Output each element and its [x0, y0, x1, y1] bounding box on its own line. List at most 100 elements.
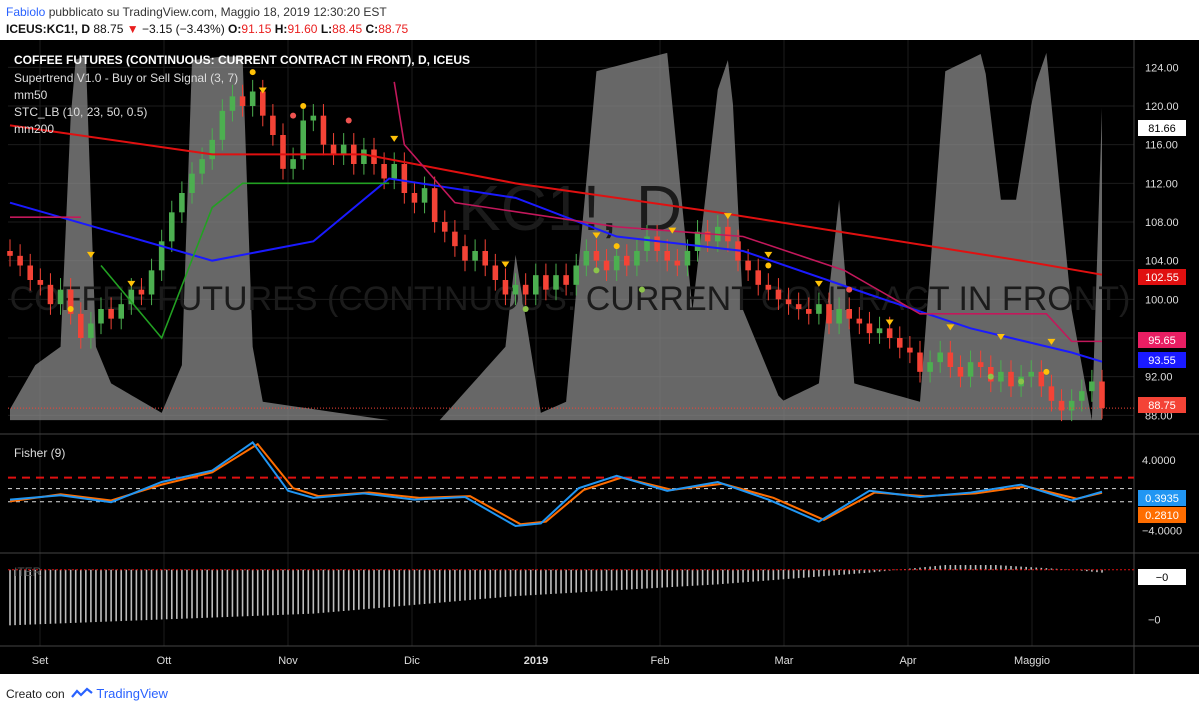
symbol-label: ICEUS:KC1!, D — [6, 22, 91, 36]
iter-bar — [858, 569, 861, 574]
iter-bar — [813, 569, 815, 577]
candle-body — [239, 96, 246, 106]
iter-bar — [706, 569, 709, 585]
signal-dot-icon — [765, 262, 772, 269]
candle-body — [603, 260, 610, 271]
iter-bar — [246, 569, 249, 617]
candle-body — [917, 352, 923, 372]
candle-body — [452, 231, 458, 247]
close-price-label: 88.75 — [1148, 400, 1176, 412]
iter-bar — [383, 569, 385, 608]
legend-iter[interactable]: ITER — [14, 565, 42, 579]
candle-body — [431, 188, 438, 222]
iter-bar — [64, 569, 67, 624]
iter-bar — [373, 569, 375, 609]
candle-body — [623, 255, 630, 266]
iter-bar — [363, 569, 365, 610]
iter-bar — [297, 569, 299, 615]
candle-body — [158, 241, 165, 271]
signal-dot-icon — [638, 286, 645, 293]
sell-signal-icon — [885, 319, 894, 326]
price-tick-label: 120.00 — [1145, 101, 1179, 113]
candle-body — [77, 313, 84, 338]
chart-area[interactable]: KC1!, D COFFEE FUTURES (CONTINUOUS: CURR… — [0, 40, 1199, 674]
iter-bar — [90, 569, 92, 623]
iter-tick-label: −0 — [1148, 615, 1161, 627]
candle-body — [492, 265, 499, 280]
iter-bar — [762, 569, 765, 581]
iter-bar — [352, 569, 355, 611]
iter-bar — [1025, 566, 1027, 570]
fisher-blue-price-tag: 0.3935 — [1138, 490, 1186, 506]
candle-body — [67, 289, 74, 314]
price-tick-label: 116.00 — [1145, 140, 1178, 152]
legend-mm200[interactable]: mm200 — [14, 122, 55, 136]
sell-signal-icon — [764, 251, 773, 258]
iter-bar — [666, 569, 669, 588]
iter-bar — [732, 569, 734, 584]
iter-bar — [529, 569, 532, 596]
iter-bar — [59, 569, 62, 624]
candle-body — [462, 246, 468, 261]
candle-body — [816, 304, 822, 314]
legend-supertrend[interactable]: Supertrend V1.0 - Buy or Sell Signal (3,… — [14, 71, 239, 85]
iter-bar — [919, 567, 921, 570]
iter-bar — [646, 569, 648, 589]
legend-fisher[interactable]: Fisher (9) — [14, 446, 66, 460]
chart-canvas[interactable]: KC1!, D COFFEE FUTURES (CONTINUOUS: CURR… — [0, 40, 1199, 674]
candle-body — [755, 270, 762, 285]
iter-bar — [843, 569, 845, 575]
signal-dot-icon — [249, 69, 256, 76]
author-link[interactable]: Fabiolo — [6, 5, 46, 19]
legend-stc[interactable]: STC_LB (10, 23, 50, 0.5) — [14, 105, 148, 119]
candle-body — [229, 96, 236, 111]
iter-bar — [388, 569, 390, 608]
iter-bar — [767, 569, 770, 581]
iter-bar — [914, 568, 916, 570]
iter-price-label: −0 — [1156, 572, 1169, 584]
iter-bar — [540, 569, 542, 595]
signal-dot-icon — [846, 286, 853, 293]
iter-bar — [100, 569, 102, 622]
candle-body — [441, 222, 448, 232]
candle-body — [189, 173, 195, 193]
iter-bar — [332, 569, 335, 612]
candle-body — [37, 280, 44, 285]
iter-bar — [580, 569, 583, 593]
iter-bar — [939, 565, 942, 570]
iter-bar — [934, 566, 936, 570]
tradingview-brand-link[interactable]: TradingView — [96, 686, 168, 701]
iter-bar — [155, 569, 158, 620]
close-price-tag: 88.75 — [1138, 397, 1186, 413]
sell-signal-icon — [723, 213, 732, 220]
fisher-tick-label: −4.0000 — [1142, 525, 1182, 537]
candle-body — [613, 255, 620, 271]
iter-bar — [454, 569, 456, 602]
candle-body — [664, 251, 671, 261]
iter-bar — [1045, 568, 1048, 570]
fisher-line — [9, 441, 1103, 528]
candle-body — [7, 251, 13, 256]
candle-body — [249, 91, 256, 106]
iter-bar — [484, 569, 487, 599]
iter-bar — [231, 569, 234, 617]
sell-signal-icon — [946, 324, 955, 331]
iter-bar — [1015, 566, 1017, 570]
iter-bar — [140, 569, 143, 621]
price-tick-label: 92.00 — [1145, 372, 1173, 384]
iter-bar — [757, 569, 760, 582]
legend-mm50[interactable]: mm50 — [14, 88, 48, 102]
iter-bar — [1010, 565, 1012, 570]
candle-body — [1048, 386, 1055, 401]
iter-bar — [651, 569, 653, 589]
iter-bar — [489, 569, 492, 599]
iter-bar — [423, 569, 426, 604]
iter-bar — [504, 569, 507, 597]
iter-bar — [828, 569, 830, 576]
iter-bar — [631, 569, 633, 590]
sell-signal-icon — [592, 232, 601, 239]
iter-bar — [125, 569, 128, 621]
iter-bar — [428, 569, 431, 604]
published-text: pubblicato su TradingView.com, Maggio 18… — [48, 5, 387, 19]
iter-bar — [206, 569, 208, 618]
